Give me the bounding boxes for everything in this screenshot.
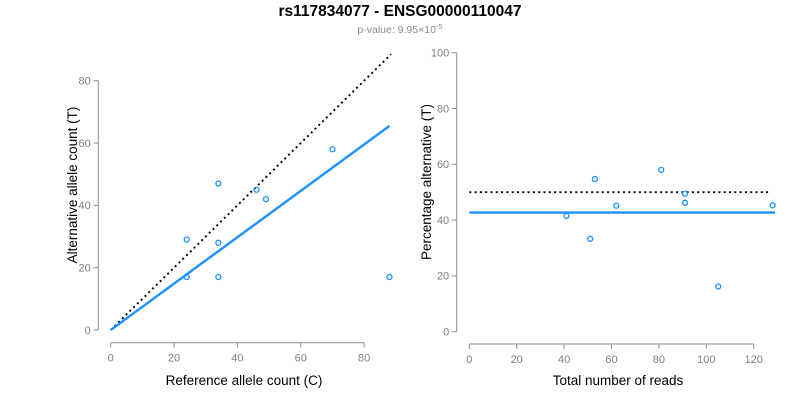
x-tick-label: 20	[511, 354, 523, 366]
data-point	[262, 195, 270, 203]
y-tick-label: 40	[79, 200, 91, 212]
data-point	[253, 186, 260, 193]
y-tick-label: 20	[79, 262, 91, 274]
data-point	[183, 273, 190, 281]
left-scatter-plot: 0 20 40 60 80 0 20 40 60 80	[79, 53, 393, 365]
y-tick-label: 0	[443, 327, 449, 339]
data-point	[681, 190, 689, 197]
y-tick-label: 60	[79, 138, 91, 150]
data-point	[563, 212, 570, 220]
right-scatter-plot: 0 20 40 60 80 100 0 20 40 60 80 100 120	[431, 48, 776, 366]
pvalue-text: p-value: 9.95×10	[357, 24, 436, 36]
right-x-axis-label: Total number of reads	[553, 373, 684, 388]
data-point	[386, 273, 393, 281]
data-point	[681, 199, 689, 206]
y-tick-label: 80	[79, 76, 91, 88]
x-tick-label: 0	[466, 354, 472, 366]
identity-line	[110, 53, 392, 331]
x-tick-label: 40	[231, 353, 243, 365]
x-tick-label: 80	[358, 353, 370, 365]
left-x-axis-label: Reference allele count (C)	[166, 373, 323, 388]
data-point	[329, 146, 336, 153]
y-tick-label: 100	[431, 48, 449, 60]
data-point	[215, 273, 222, 281]
data-point	[658, 166, 665, 174]
left-y-axis-label: Alternative allele count (T)	[65, 107, 80, 264]
x-tick-label: 60	[605, 354, 617, 366]
data-point	[769, 202, 776, 209]
x-tick-label: 60	[295, 353, 307, 365]
data-point	[591, 175, 599, 183]
data-point	[715, 283, 722, 290]
y-tick-label: 60	[437, 159, 449, 171]
y-tick-label: 20	[437, 271, 449, 283]
x-tick-label: 0	[108, 353, 114, 365]
y-tick-label: 80	[437, 103, 449, 115]
x-tick-label: 40	[558, 354, 570, 366]
right-y-axis-label: Percentage alternative (T)	[419, 104, 434, 260]
data-point	[613, 202, 620, 209]
pvalue-exponent: -5	[436, 22, 443, 31]
data-point	[215, 180, 222, 187]
x-tick-label: 100	[697, 354, 715, 366]
data-point	[215, 239, 222, 246]
x-tick-label: 20	[168, 353, 180, 365]
figure-subtitle: p-value: 9.95×10-5	[357, 22, 442, 36]
x-tick-label: 80	[653, 354, 665, 366]
y-tick-label: 0	[85, 325, 91, 337]
y-tick-label: 40	[437, 215, 449, 227]
data-point	[587, 235, 594, 242]
regression-line	[109, 124, 391, 331]
data-point	[183, 236, 190, 243]
figure-title: rs117834077 - ENSG00000110047	[278, 3, 521, 20]
x-tick-label: 120	[745, 354, 763, 366]
